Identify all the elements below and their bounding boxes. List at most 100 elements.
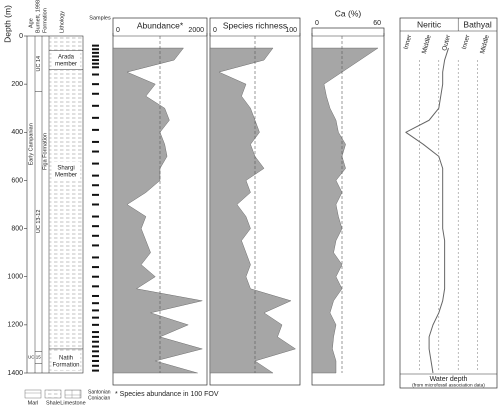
sample-tick — [92, 225, 99, 228]
x-tick-label: 60 — [373, 20, 381, 27]
area — [209, 47, 296, 374]
sample-tick — [92, 55, 99, 58]
sample-tick — [92, 140, 99, 143]
sample-tick — [92, 266, 99, 269]
water-subcaption: (from microfossil association data) — [412, 382, 485, 388]
lithology-fill — [49, 36, 83, 373]
samples-header: Samples — [89, 15, 111, 21]
sample-tick — [92, 234, 99, 237]
sample-tick — [92, 44, 99, 47]
sample-tick — [92, 256, 99, 259]
y-tick-label: 1400 — [7, 370, 23, 377]
sample-tick — [92, 275, 99, 278]
legend-label: Shale — [46, 400, 60, 406]
sample-tick — [92, 335, 99, 338]
member-label-bg — [52, 161, 80, 180]
sample-tick — [92, 128, 99, 131]
x-tick-label: 0 — [116, 27, 120, 34]
sample-tick — [92, 66, 99, 69]
panel-title: Ca (%) — [335, 8, 362, 18]
sample-tick — [92, 184, 99, 187]
sample-tick — [92, 316, 99, 319]
sample-tick — [92, 174, 99, 177]
x-tick-label: 0 — [213, 27, 217, 34]
member-label: Natih Formation — [52, 355, 79, 368]
zone-header: Burnett, 1998 zonation — [35, 0, 41, 33]
panel-title: Abundance* — [137, 20, 184, 30]
age-legend-label: Santonian — [88, 389, 111, 395]
zone-label: UC 13-12 — [36, 210, 42, 234]
sample-tick — [92, 340, 99, 343]
sample-tick — [92, 104, 99, 107]
sample-tick — [92, 73, 99, 76]
area — [311, 47, 379, 374]
member-label-bg — [52, 51, 80, 70]
zone-label: UC 15 — [28, 355, 41, 360]
legend-swatch — [44, 389, 62, 399]
sample-tick — [92, 345, 99, 348]
sample-tick — [92, 48, 99, 51]
zone-name: Outer — [441, 33, 452, 51]
sample-tick — [92, 150, 99, 153]
sample-tick — [92, 162, 99, 165]
x-tick-label: 0 — [315, 20, 319, 27]
sample-tick — [92, 203, 99, 206]
y-tick-label: 1200 — [7, 322, 23, 329]
formation-header: Formation — [42, 8, 48, 33]
sample-tick — [92, 51, 99, 54]
age-label: Early Campanian — [28, 123, 34, 165]
member-label: Arada member — [55, 54, 77, 67]
sample-tick — [92, 285, 99, 288]
sample-tick — [92, 62, 99, 65]
zone-name: Inner — [403, 33, 414, 50]
y-tick-label: 400 — [11, 129, 23, 136]
zone-label: UC 14 — [36, 56, 42, 72]
sample-tick — [92, 215, 99, 218]
zone-name: Inner — [461, 33, 472, 50]
x-tick-label: 100 — [285, 27, 297, 34]
sample-tick — [92, 331, 99, 334]
formation-label: Figa Formation — [42, 133, 48, 170]
y-tick-label: 1000 — [7, 274, 23, 281]
depth-label: Depth (m) — [2, 5, 12, 43]
water-curve — [405, 47, 449, 374]
sample-tick — [92, 302, 99, 305]
x-tick-label: 2000 — [188, 27, 204, 34]
water-frame — [399, 17, 498, 389]
sample-tick — [92, 355, 99, 358]
zone-name: Middle — [421, 34, 433, 55]
member-label: Shargi Member — [55, 165, 77, 178]
lithology-header: Lithology — [59, 11, 65, 33]
footnote: * Species abundance in 100 FOV — [115, 391, 219, 398]
sample-tick — [92, 323, 99, 326]
sample-tick — [92, 294, 99, 297]
sample-tick — [92, 244, 99, 247]
sample-tick — [92, 83, 99, 86]
sample-tick — [92, 59, 99, 62]
sample-tick — [92, 193, 99, 196]
area — [112, 47, 204, 374]
legend-swatch — [64, 389, 82, 399]
sample-tick — [92, 309, 99, 312]
age-legend-label: Coniacian — [88, 395, 110, 401]
sample-tick — [92, 369, 99, 372]
y-tick-label: 800 — [11, 225, 23, 232]
legend-label: Marl — [28, 400, 39, 406]
y-tick-label: 600 — [11, 177, 23, 184]
group-label: Neritic — [417, 19, 442, 29]
age-header: Age — [28, 18, 34, 28]
sample-tick — [92, 359, 99, 362]
legend-label: Limestone — [60, 400, 85, 406]
panel-title: Species richness — [223, 20, 287, 30]
y-tick-label: 0 — [19, 33, 23, 40]
sample-tick — [92, 364, 99, 367]
group-label: Bathyal — [463, 19, 491, 29]
legend-swatch — [24, 389, 42, 399]
member-label-bg — [52, 351, 80, 370]
sample-tick — [92, 92, 99, 95]
zone-name: Middle — [479, 34, 491, 55]
sample-tick — [92, 116, 99, 119]
y-tick-label: 200 — [11, 81, 23, 88]
water-caption: Water depth — [430, 376, 468, 383]
